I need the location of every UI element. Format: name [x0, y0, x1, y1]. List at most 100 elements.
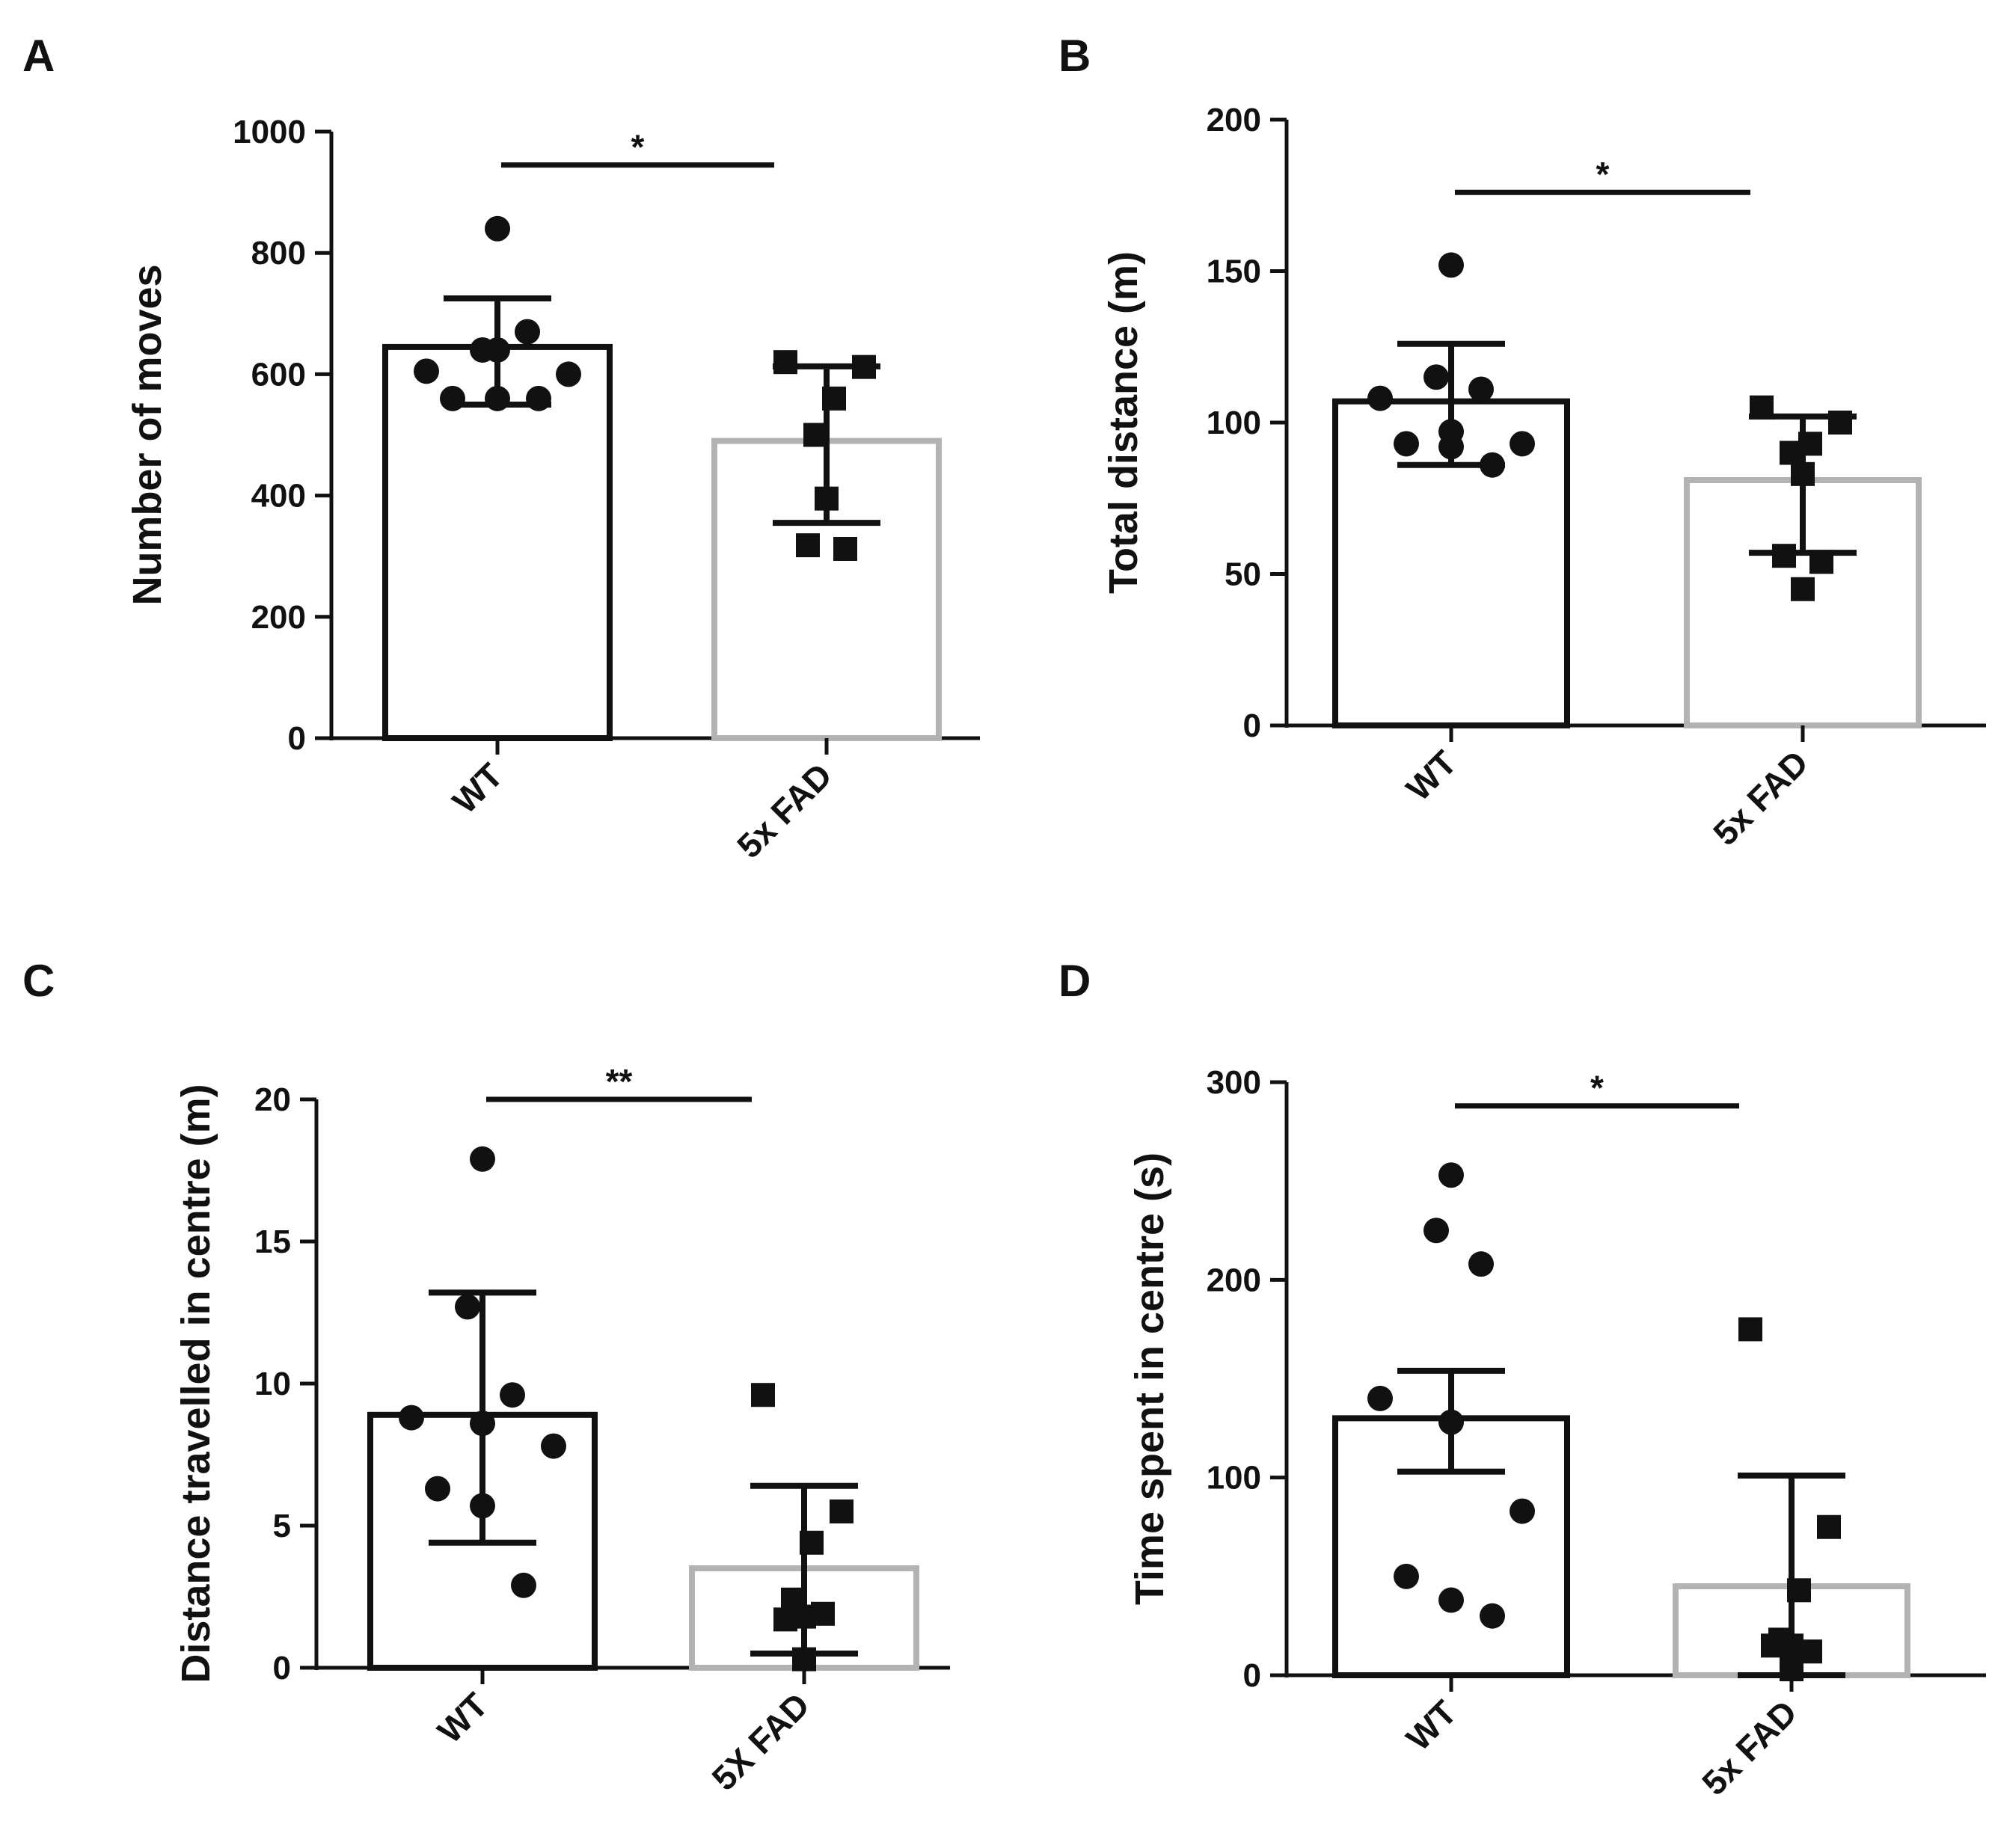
- data-point-wt: [556, 361, 581, 387]
- data-point-wt: [1468, 1251, 1494, 1277]
- y-tick-label: 100: [1207, 1460, 1261, 1496]
- data-point-wt: [541, 1433, 566, 1459]
- y-tick-label: 0: [1243, 707, 1261, 744]
- data-point-fad: [1780, 1657, 1803, 1682]
- panel-letter: B: [1058, 31, 1091, 81]
- data-point-fad: [1817, 1514, 1841, 1539]
- data-point-wt: [1468, 376, 1494, 402]
- significance-label: **: [606, 1062, 633, 1101]
- data-point-wt: [1438, 434, 1464, 460]
- y-axis-label: Total distance (m): [1101, 251, 1146, 594]
- data-point-fad: [803, 423, 827, 447]
- y-tick-label: 1000: [233, 114, 306, 150]
- data-point-fad: [833, 536, 857, 561]
- data-point-fad: [822, 386, 846, 411]
- data-point-wt: [511, 1572, 536, 1598]
- y-tick-label: 100: [1207, 405, 1261, 441]
- y-axis-label: Number of moves: [125, 264, 170, 605]
- data-point-fad: [815, 486, 839, 511]
- data-point-wt: [526, 385, 551, 411]
- y-tick-label: 0: [1243, 1657, 1261, 1694]
- x-category-label: 5x FAD: [729, 755, 839, 865]
- data-point-fad: [773, 350, 797, 375]
- chart-panel-d: D 0 100 200 300 Time spent in centre (s) WT 5x …: [1058, 956, 1986, 1802]
- panel-letter: C: [22, 956, 55, 1006]
- x-category-label: 5x FAD: [1706, 743, 1815, 853]
- data-point-wt: [515, 319, 540, 345]
- data-point-fad: [796, 533, 820, 558]
- data-point-wt: [440, 385, 465, 411]
- y-tick-label: 150: [1207, 254, 1261, 290]
- y-tick-label: 200: [251, 599, 306, 636]
- y-axis-label: Time spent in centre (s): [1127, 1152, 1172, 1605]
- data-point-fad: [1791, 577, 1815, 601]
- data-point-fad: [852, 354, 876, 379]
- y-tick-label: 200: [1207, 102, 1261, 138]
- chart-panel-a: A 0 200 400 600 800 1000 Number of moves WT 5x FA…: [22, 31, 980, 865]
- data-point-wt: [1438, 1409, 1464, 1435]
- data-point-wt: [500, 1382, 525, 1408]
- data-point-wt: [1367, 1385, 1393, 1411]
- data-point-wt: [1480, 1603, 1505, 1629]
- data-point-wt: [425, 1476, 450, 1502]
- data-point-wt: [470, 1493, 495, 1519]
- x-category-label: 5x FAD: [1694, 1692, 1804, 1802]
- y-tick-label: 200: [1207, 1262, 1261, 1298]
- y-tick-label: 0: [273, 1650, 291, 1686]
- y-axis-label: Distance travelled in centre (m): [174, 1084, 218, 1683]
- data-point-wt: [1480, 452, 1505, 478]
- data-point-fad: [1750, 395, 1774, 420]
- panel-letter: D: [1058, 956, 1091, 1006]
- data-point-fad: [800, 1530, 824, 1555]
- data-point-fad: [1772, 544, 1796, 568]
- chart-panel-c: C 0 5 10 15 20 Distance travelled in centre (m…: [22, 956, 950, 1798]
- x-category-label: WT: [1399, 1692, 1464, 1758]
- data-point-fad: [1809, 550, 1833, 574]
- x-category-label: WT: [1399, 743, 1464, 808]
- data-point-wt: [1438, 252, 1464, 278]
- data-point-fad: [1787, 1578, 1811, 1603]
- data-point-wt: [485, 215, 510, 242]
- data-point-fad: [773, 1607, 797, 1632]
- y-tick-label: 5: [273, 1508, 291, 1544]
- data-point-wt: [1367, 385, 1393, 411]
- x-category-label: 5X FAD: [704, 1685, 817, 1798]
- data-point-wt: [470, 1146, 495, 1172]
- data-point-wt: [1510, 431, 1535, 457]
- data-point-wt: [1423, 364, 1449, 390]
- data-point-wt: [1423, 1218, 1449, 1244]
- significance-label: *: [1596, 155, 1610, 194]
- data-point-wt: [1438, 1162, 1464, 1188]
- data-point-wt: [399, 1405, 424, 1431]
- data-point-wt: [1394, 1563, 1419, 1589]
- data-point-fad: [1791, 461, 1815, 486]
- y-tick-label: 300: [1207, 1064, 1261, 1101]
- y-tick-label: 15: [254, 1224, 291, 1260]
- y-tick-label: 400: [251, 478, 306, 515]
- data-point-wt: [470, 1410, 495, 1437]
- y-tick-label: 800: [251, 235, 306, 271]
- x-category-label: WT: [445, 755, 510, 820]
- data-point-wt: [1394, 431, 1419, 457]
- x-category-label: WT: [430, 1685, 495, 1750]
- y-tick-label: 600: [251, 356, 306, 393]
- data-point-fad: [1780, 440, 1803, 465]
- data-point-wt: [1510, 1498, 1535, 1524]
- y-tick-label: 0: [288, 720, 306, 757]
- y-tick-label: 10: [254, 1366, 291, 1402]
- y-tick-label: 50: [1225, 556, 1261, 593]
- data-point-fad: [1738, 1317, 1762, 1342]
- data-point-wt: [455, 1294, 480, 1320]
- data-point-fad: [811, 1601, 835, 1626]
- data-point-wt: [485, 337, 510, 363]
- panel-letter: A: [22, 31, 55, 81]
- data-point-wt: [1438, 1587, 1464, 1613]
- data-point-fad: [792, 1647, 816, 1672]
- data-point-wt: [414, 358, 439, 384]
- significance-label: *: [631, 128, 645, 167]
- data-point-fad: [830, 1499, 854, 1523]
- chart-panel-b: B 0 50 100 150 200 Total distance (m) WT 5x FAD *: [1058, 31, 1986, 853]
- significance-label: *: [1590, 1069, 1604, 1108]
